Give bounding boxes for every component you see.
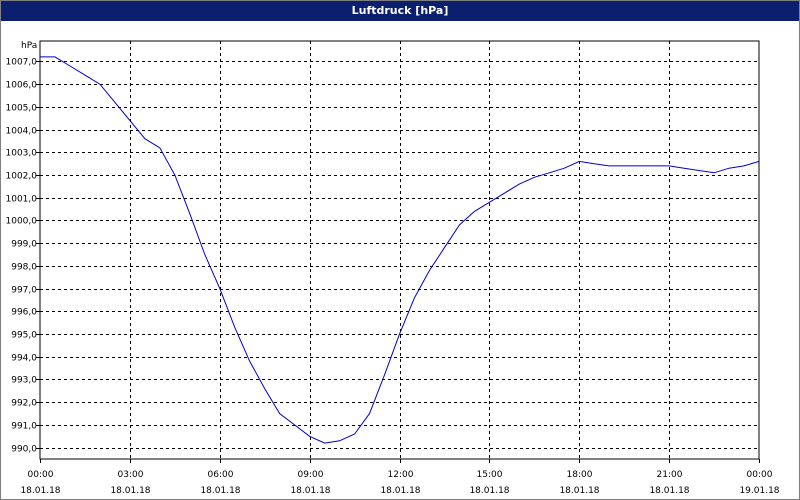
window-title: Luftdruck [hPa] (1, 1, 799, 21)
y-tick-label: 1007,0 (6, 58, 38, 68)
x-tick-date: 18.01.18 (200, 486, 240, 496)
y-tick-label: 998,0 (11, 263, 37, 273)
x-tick-time: 21:00 (657, 470, 683, 480)
y-axis-label: hPa (21, 41, 37, 51)
x-tick-date: 18.01.18 (559, 486, 599, 496)
y-tick-label: 997,0 (11, 286, 37, 296)
y-tick-label: 1002,0 (6, 172, 38, 182)
y-tick-label: 992,0 (11, 399, 37, 409)
y-tick-label: 1006,0 (6, 81, 38, 91)
y-tick-label: 1003,0 (6, 149, 38, 159)
x-tick-date: 18.01.18 (290, 486, 330, 496)
x-tick-date: 18.01.18 (20, 486, 60, 496)
y-tick-label: 996,0 (11, 308, 37, 318)
x-axis: 00:00 18.01.18 03:00 18.01.18 06:00 18.01.18 0… (20, 459, 780, 496)
x-tick-date: 19.01.18 (739, 486, 779, 496)
y-axis: 990,0 991,0 992,0 993,0 994,0 995,0 996,0 997,0… (6, 58, 40, 455)
y-tick-label: 1005,0 (6, 104, 38, 114)
y-tick-label: 1004,0 (6, 127, 38, 137)
x-tick-time: 00:00 (747, 470, 773, 480)
x-tick-time: 12:00 (388, 470, 414, 480)
series-layer (40, 56, 760, 444)
y-tick-label: 999,0 (11, 240, 37, 250)
y-tick-label: 990,0 (11, 445, 37, 455)
grid (40, 41, 759, 459)
x-tick-date: 18.01.18 (469, 486, 509, 496)
x-tick-date: 18.01.18 (110, 486, 150, 496)
pressure-line (40, 56, 760, 444)
x-tick-time: 09:00 (298, 470, 324, 480)
x-tick-date: 18.01.18 (649, 486, 689, 496)
x-tick-time: 03:00 (118, 470, 144, 480)
x-tick-date: 18.01.18 (380, 486, 420, 496)
x-tick-time: 00:00 (28, 470, 54, 480)
y-tick-label: 1001,0 (6, 195, 38, 205)
y-tick-label: 995,0 (11, 331, 37, 341)
y-tick-label: 991,0 (11, 422, 37, 432)
y-tick-label: 993,0 (11, 376, 37, 386)
plot-frame (39, 40, 760, 460)
x-tick-time: 15:00 (477, 470, 503, 480)
x-tick-time: 06:00 (208, 470, 234, 480)
y-tick-label: 994,0 (11, 354, 37, 364)
x-tick-time: 18:00 (567, 470, 593, 480)
y-tick-label: 1000,0 (6, 217, 38, 227)
